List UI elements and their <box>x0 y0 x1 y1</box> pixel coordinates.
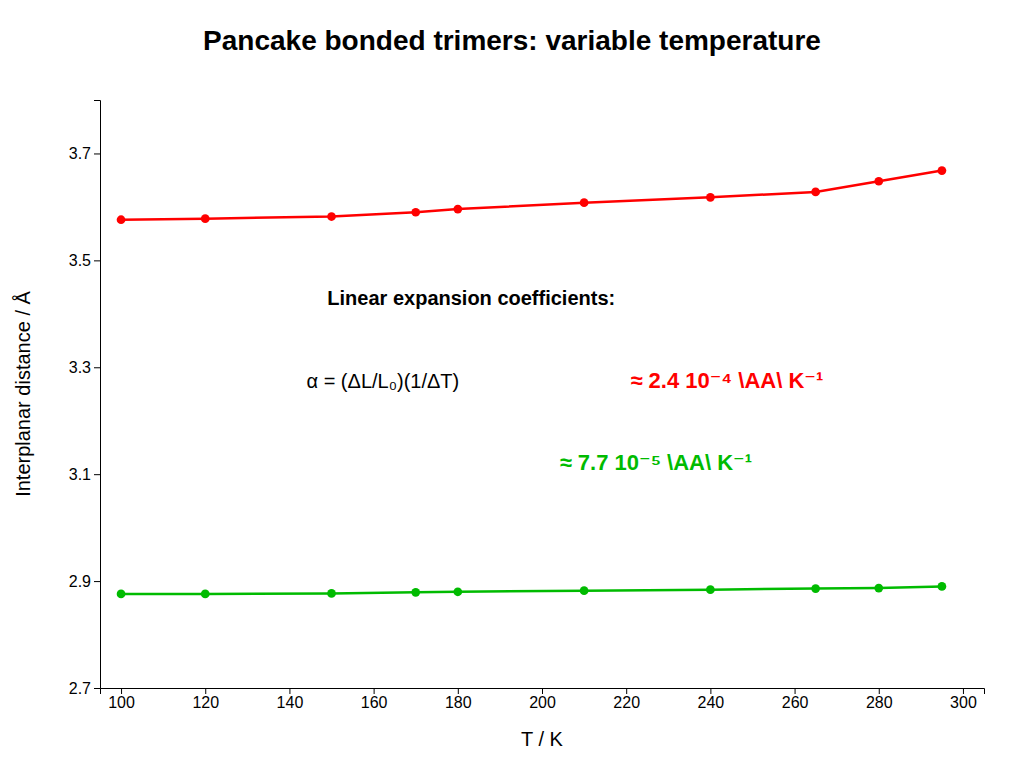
series-point <box>453 205 462 214</box>
annotation: α = (ΔL/L₀)(1/ΔT) <box>307 370 460 392</box>
x-axis-tick-label: 200 <box>529 694 556 711</box>
y-axis-tick-mark <box>94 474 100 475</box>
annotation: Linear expansion coefficients: <box>327 287 615 309</box>
y-axis-tick: 3.1 <box>69 466 100 483</box>
series-point <box>580 198 589 207</box>
series-point <box>117 215 126 224</box>
y-axis-tick-label: 3.7 <box>69 145 91 162</box>
series-point <box>201 590 210 599</box>
x-axis-tick-label: 240 <box>698 694 725 711</box>
series-point <box>874 177 883 186</box>
y-axis-tick: 3.3 <box>69 359 100 376</box>
y-axis-title: Interplanar distance / Å <box>12 291 34 497</box>
x-axis-line <box>101 689 985 695</box>
x-axis-tick-label: 180 <box>445 694 472 711</box>
y-axis-tick: 3.7 <box>69 145 100 162</box>
x-axis-tick: 100 <box>108 688 135 711</box>
y-axis: 2.7 2.9 3.1 3.3 3.5 3.7 <box>69 101 101 697</box>
x-axis-tick-mark <box>963 688 964 694</box>
series-point <box>453 587 462 596</box>
x-axis-tick-label: 160 <box>361 694 388 711</box>
plot-area: 100 120 140 160 180 200 220 240 260 280 300 2.7 2.9 3… <box>69 101 985 712</box>
y-axis-tick-mark <box>94 153 100 154</box>
x-axis-tick: 160 <box>361 688 388 711</box>
x-axis-tick-label: 120 <box>192 694 219 711</box>
series-point <box>411 208 420 217</box>
y-axis-tick: 2.7 <box>69 680 100 697</box>
x-axis-tick: 180 <box>445 688 472 711</box>
series-point <box>938 582 947 591</box>
y-axis-line <box>94 101 101 689</box>
y-axis-tick-mark <box>94 260 100 261</box>
series-point <box>706 585 715 594</box>
x-axis-tick-mark <box>795 688 796 694</box>
x-axis-tick-mark <box>121 688 122 694</box>
x-axis-tick: 300 <box>950 688 977 711</box>
y-axis-tick: 3.5 <box>69 252 100 269</box>
x-axis-tick: 140 <box>277 688 304 711</box>
series-point <box>811 584 820 593</box>
x-axis-tick: 280 <box>866 688 893 711</box>
x-axis-tick-mark <box>710 688 711 694</box>
y-axis-tick: 2.9 <box>69 573 100 590</box>
x-axis-tick-label: 260 <box>782 694 809 711</box>
annotation: ≈ 7.7 10⁻⁵ \AA\ K⁻¹ <box>560 450 752 475</box>
x-axis-tick-mark <box>542 688 543 694</box>
series-point <box>580 586 589 595</box>
x-axis-tick-label: 220 <box>613 694 640 711</box>
x-axis-tick-mark <box>374 688 375 694</box>
chart-svg: 100 120 140 160 180 200 220 240 260 280 300 2.7 2.9 3… <box>0 0 1024 768</box>
x-axis-tick: 120 <box>192 688 219 711</box>
y-axis-tick-label: 3.3 <box>69 359 91 376</box>
y-axis-tick-label: 3.1 <box>69 466 91 483</box>
x-axis-tick: 240 <box>698 688 725 711</box>
x-axis-tick-label: 140 <box>277 694 304 711</box>
y-axis-tick-label: 2.7 <box>69 680 91 697</box>
series-point <box>706 193 715 202</box>
series-point <box>327 589 336 598</box>
y-axis-tick-label: 2.9 <box>69 573 91 590</box>
series-point <box>411 588 420 597</box>
marks <box>117 166 947 598</box>
x-axis-tick-label: 280 <box>866 694 893 711</box>
x-axis-title: T / K <box>521 728 564 750</box>
series-point <box>938 166 947 175</box>
y-axis-tick-mark <box>94 367 100 368</box>
chart-title: Pancake bonded trimers: variable tempera… <box>203 25 821 56</box>
x-axis-tick-mark <box>626 688 627 694</box>
x-axis-tick: 260 <box>782 688 809 711</box>
series-point <box>117 590 126 599</box>
y-axis-tick-label: 3.5 <box>69 252 91 269</box>
series-point <box>874 584 883 593</box>
x-axis-tick: 220 <box>613 688 640 711</box>
annotation: ≈ 2.4 10⁻⁴ \AA\ K⁻¹ <box>630 368 823 393</box>
x-axis-tick: 200 <box>529 688 556 711</box>
series-line <box>121 171 942 220</box>
x-axis-tick-label: 300 <box>950 694 977 711</box>
x-axis-tick-mark <box>879 688 880 694</box>
series-point <box>201 214 210 223</box>
y-axis-tick-mark <box>94 581 100 582</box>
y-axis-tick-mark <box>94 688 100 689</box>
series-point <box>327 212 336 221</box>
x-axis-tick-mark <box>289 688 290 694</box>
x-axis-tick-label: 100 <box>108 694 135 711</box>
annotations: Linear expansion coefficients: α = (ΔL/L₀… <box>307 287 824 475</box>
series-point <box>811 188 820 197</box>
x-axis: 100 120 140 160 180 200 220 240 260 280 300 <box>101 688 985 711</box>
x-axis-tick-mark <box>205 688 206 694</box>
x-axis-tick-mark <box>458 688 459 694</box>
